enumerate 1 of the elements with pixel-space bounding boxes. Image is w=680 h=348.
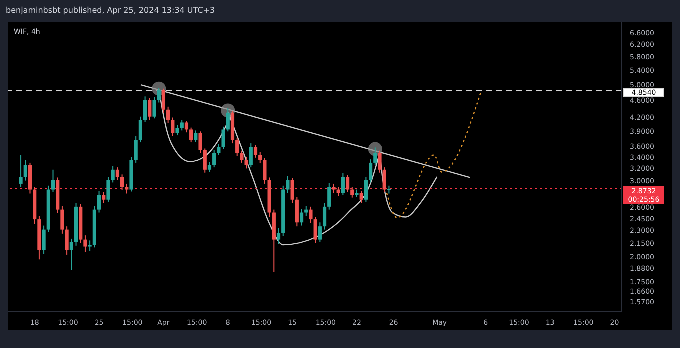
chart-subtitle: benjaminbsbt published, Apr 25, 2024 13:34 UTC+3 <box>6 6 216 15</box>
